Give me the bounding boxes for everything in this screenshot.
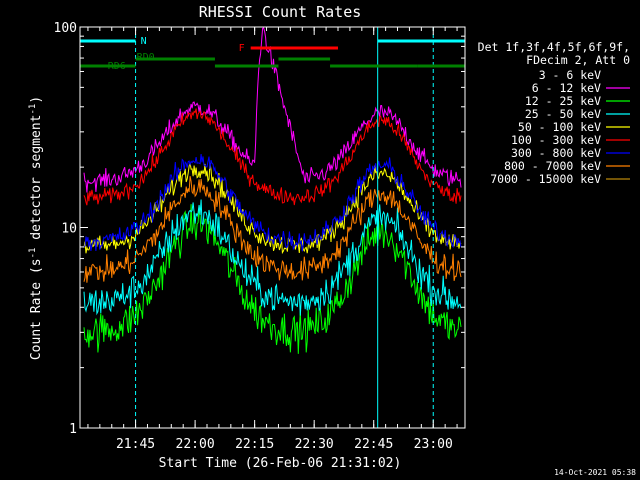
series-line <box>83 162 462 255</box>
y-axis-label-part: Count Rate (s <box>29 258 44 360</box>
legend-entry-label: 7000 - 15000 keV <box>490 172 601 186</box>
series-line <box>83 80 462 390</box>
legend-entry-label: 100 - 300 keV <box>511 133 601 147</box>
x-tick-label: 22:30 <box>295 437 334 452</box>
y-axis-label: Count Rate (s-1 detector segment-1) <box>28 96 44 360</box>
series-line <box>83 108 462 206</box>
legend-entry-label: 12 - 25 keV <box>525 94 601 108</box>
legend-entry-label: 50 - 100 keV <box>518 120 601 134</box>
y-tick-label: 100 <box>54 21 77 36</box>
legend-entry-label: 6 - 12 keV <box>532 81 601 95</box>
y-tick-label: 10 <box>61 222 77 237</box>
x-tick-label: 22:00 <box>176 437 215 452</box>
plot-area: N F RD0 RD6 <box>79 27 465 428</box>
series-line <box>83 176 462 283</box>
flag-label: RD0 <box>137 52 155 63</box>
x-tick-label: 21:45 <box>116 437 155 452</box>
x-tick-label: 22:45 <box>354 437 393 452</box>
flag-label: F <box>239 43 245 54</box>
legend-entry-label: 800 - 7000 keV <box>504 159 601 173</box>
series-line <box>83 204 462 354</box>
flag-label: RD6 <box>108 61 126 72</box>
x-tick-label: 23:00 <box>414 437 453 452</box>
legend-header-line: Det 1f,3f,4f,5f,6f,9f, <box>478 40 630 54</box>
y-axis-label-part: detector segment <box>29 115 44 248</box>
series-line <box>83 153 462 252</box>
y-axis-label-superscript: -1 <box>28 104 38 115</box>
series-line <box>83 27 462 193</box>
y-axis-label-superscript: -1 <box>28 248 38 259</box>
x-tick-label: 22:15 <box>235 437 274 452</box>
y-axis: 1 10 100 <box>54 21 465 437</box>
generation-timestamp: 14-Oct-2021 05:38 <box>554 468 636 477</box>
flag-label: N <box>141 36 147 47</box>
y-tick-label: 1 <box>69 422 77 437</box>
legend-entry-label: 3 - 6 keV <box>539 68 601 82</box>
x-axis: 21:45 22:00 22:15 22:30 22:45 23:00 <box>87 27 458 452</box>
chart-title: RHESSI Count Rates <box>199 3 362 21</box>
legend: Det 1f,3f,4f,5f,6f,9f, FDecim 2, Att 0 3… <box>478 40 630 186</box>
x-axis-label: Start Time (26-Feb-06 21:31:02) <box>159 456 402 471</box>
legend-entry-label: 300 - 800 keV <box>511 146 601 160</box>
legend-header-line: FDecim 2, Att 0 <box>526 53 630 67</box>
legend-entry-label: 25 - 50 keV <box>525 107 601 121</box>
y-axis-label-part: ) <box>29 96 44 104</box>
series-line <box>83 199 462 316</box>
